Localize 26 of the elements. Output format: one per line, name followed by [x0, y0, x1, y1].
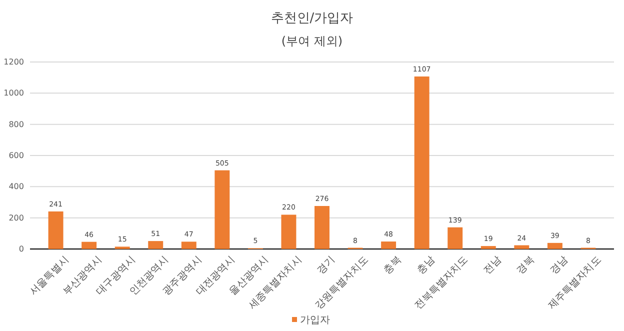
- chart-title: 추천인/가입자: [270, 11, 354, 26]
- bar: [414, 76, 430, 249]
- bar: [448, 227, 463, 249]
- bar: [514, 245, 530, 249]
- bar: [214, 170, 230, 249]
- bar: [48, 211, 64, 249]
- bar: [82, 242, 97, 249]
- chart-subtitle: (부여 제외): [281, 34, 343, 48]
- bar: [281, 214, 296, 249]
- y-tick-label: 400: [8, 182, 24, 192]
- x-tick-label: 전남: [482, 254, 504, 276]
- y-tick-label: 0: [18, 244, 24, 254]
- bar: [314, 206, 330, 249]
- bar: [381, 242, 396, 249]
- y-tick-label: 600: [8, 151, 24, 160]
- bar: [181, 242, 196, 249]
- y-tick-label: 200: [8, 213, 24, 222]
- bar: [547, 242, 562, 249]
- y-tick-label: 1200: [4, 58, 24, 67]
- bar: [148, 241, 164, 249]
- x-tick-label: 충북: [382, 254, 404, 276]
- legend-label: 가입자: [300, 315, 330, 326]
- x-tick-label: 경북: [515, 254, 537, 276]
- y-tick-label: 1000: [4, 88, 24, 98]
- y-tick-label: 800: [8, 120, 24, 129]
- bar: [480, 246, 496, 249]
